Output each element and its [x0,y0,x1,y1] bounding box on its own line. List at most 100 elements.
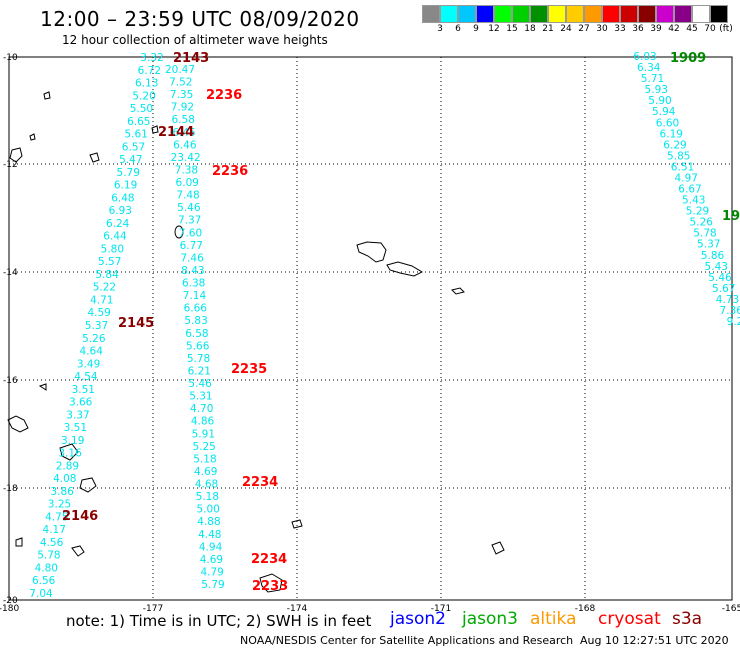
satellite-legend-jason2: jason2 [390,609,446,629]
lon-label: -174 [287,604,308,614]
legend-tick-label: 6 [455,24,461,34]
legend-tick-label: 3 [437,24,443,34]
legend-tick-label: 70 [704,24,716,34]
swh-value: 5.43 [705,261,728,273]
swh-value: 5.67 [712,283,735,295]
swh-value: 5.47 [119,154,142,166]
swh-value: 6.60 [656,117,679,129]
legend-unit: (ft) [719,24,733,34]
legend-tick-label: 9 [473,24,479,34]
swh-value: 6.66 [184,303,208,315]
island-outline [29,133,36,141]
swh-value: 6.67 [678,184,701,196]
swh-value: 5.71 [641,73,664,85]
legend-tick-label: 36 [632,24,644,34]
swh-value: 5.31 [189,391,212,403]
track-time-label: 2234 [251,552,287,567]
track-time-label: 2235 [231,362,267,377]
swh-value: 5.29 [686,206,709,218]
swh-value: 6.48 [111,192,134,204]
track-time-label: 2233 [252,579,288,594]
legend-swatch [710,5,728,23]
swh-value: 20.47 [165,64,195,76]
swh-value: 2.89 [56,460,79,472]
track-time-label: 2236 [212,164,248,179]
swh-value: 5.00 [196,504,219,516]
island-outline [71,545,85,557]
island-outline [38,383,47,391]
track-time-label: 19 [722,209,740,224]
swh-value: 4.69 [200,554,223,566]
swh-value: 6.34 [637,62,661,74]
swh-value: 9.2 [727,316,740,328]
note-text: note: 1) Time is in UTC; 2) SWH is in fe… [66,612,372,630]
legend-swatch [422,5,440,23]
swh-value: 5.83 [184,315,207,327]
swh-value: 7.46 [180,252,204,264]
swh-value: 4.97 [675,172,698,184]
swh-value: 3.32 [140,52,163,64]
island-outline [174,225,184,239]
track-time-label: 2146 [62,509,98,524]
legend-tick-label: 27 [578,24,590,34]
swh-value: 5.61 [124,129,147,141]
swh-value: 3.49 [77,358,100,370]
track-time-label: 2144 [158,125,194,140]
swh-value: 23.42 [171,152,201,164]
island-outline [451,287,465,295]
swh-value: 4.48 [198,529,221,541]
swh-value: 6.21 [188,365,211,377]
swh-value: 4.79 [200,566,223,578]
swh-value: 5.91 [192,428,215,440]
legend-tick-label: 45 [686,24,698,34]
swh-value: 4.71 [90,294,113,306]
swh-value: 3.25 [48,499,71,511]
lon-label: -165 [722,604,740,614]
swh-value: 4.94 [199,541,223,553]
island-outline [259,573,283,593]
swh-value: 7.36 [720,305,740,317]
legend-swatch [602,5,620,23]
swh-value: 6.77 [180,240,203,252]
swh-value: 4.68 [195,479,218,491]
swh-value: 5.50 [130,103,153,115]
swh-value: 7.52 [169,77,192,89]
swh-value: 5.43 [682,195,705,207]
swh-value: 6.65 [127,116,150,128]
lon-label: -171 [431,604,451,614]
swh-value: 4.88 [197,516,220,528]
legend-swatch [584,5,602,23]
swh-value: 5.26 [82,333,106,345]
swh-value: 6.58 [185,328,208,340]
legend-swatch [566,5,584,23]
island-outline [43,91,51,100]
lon-label: -177 [143,604,163,614]
swh-value: 5.79 [117,167,140,179]
swh-value: 5.90 [648,95,671,107]
legend-tick-label: 30 [596,24,608,34]
legend-swatch [494,5,512,23]
swh-value: 5.46 [708,272,732,284]
legend-tick-label: 42 [668,24,680,34]
swh-value: 5.20 [132,90,155,102]
swh-value: 3.37 [66,409,89,421]
swh-value: 7.35 [170,89,193,101]
track-time-label: 2143 [173,51,209,66]
swh-value: 7.37 [178,215,201,227]
swh-value: 7.48 [176,190,199,202]
swh-value: 6.72 [138,65,161,77]
lat-label: -10 [3,53,18,63]
swh-value: 6.24 [106,218,130,230]
swh-value: 5.78 [693,228,716,240]
track-time-label: 2145 [118,316,154,331]
lat-label: -20 [3,596,18,606]
swh-value: 6.46 [173,139,197,151]
swh-value: 3.66 [69,397,93,409]
swh-value: 7.14 [183,290,207,302]
swh-value: 3.16 [58,448,82,460]
track-time-label: 2236 [206,88,242,103]
swh-value: 5.93 [645,84,668,96]
island-outline [59,443,79,461]
map-title: 12:00 – 23:59 UTC 08/09/2020 [40,7,360,31]
swh-value: 7.92 [171,102,194,114]
